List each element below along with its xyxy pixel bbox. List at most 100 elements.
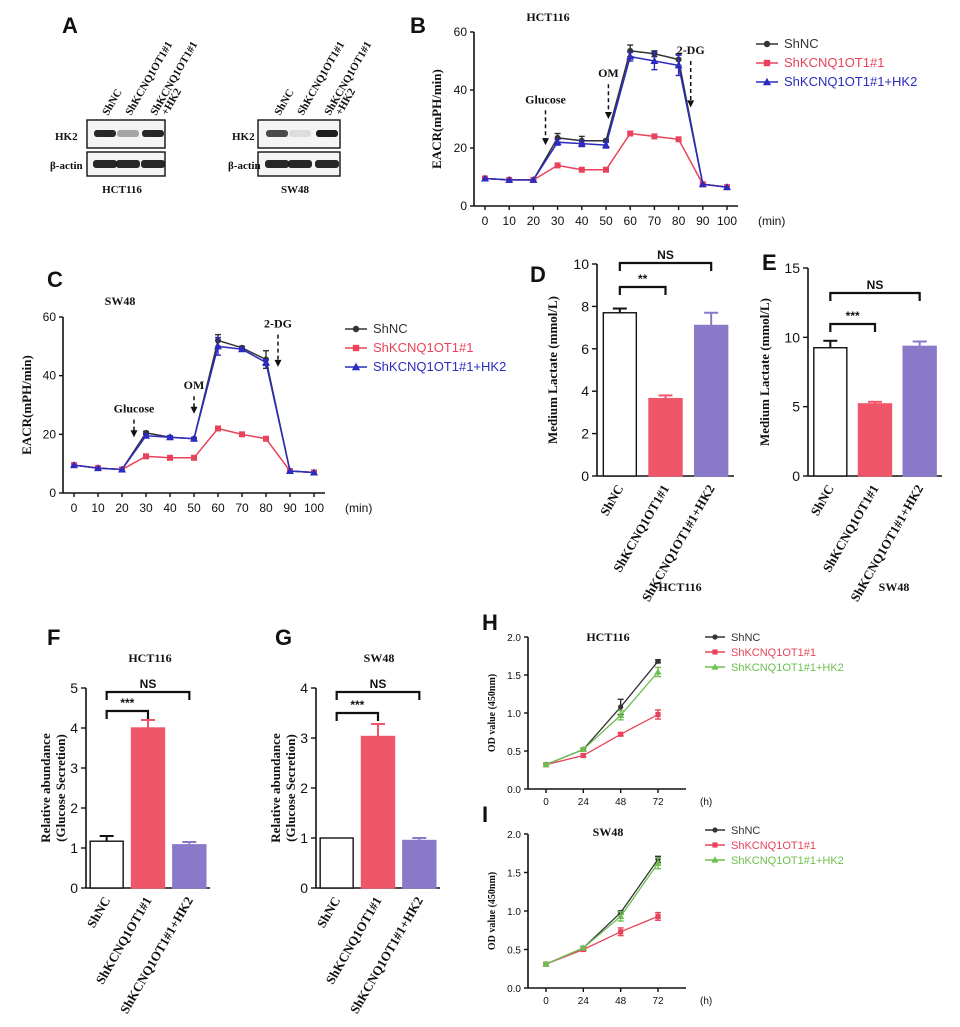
data-point — [654, 859, 662, 866]
legend-label: ShNC — [731, 632, 760, 644]
bar — [693, 324, 729, 477]
x-tick-label: 30 — [139, 501, 153, 515]
data-point — [351, 362, 361, 371]
y-tick-label: 4 — [70, 720, 78, 736]
wb-band — [116, 160, 140, 168]
data-point — [655, 913, 661, 919]
significance-label: NS — [140, 677, 157, 691]
y-tick-label: 0 — [300, 880, 308, 896]
data-point — [542, 761, 550, 768]
x-tick-label: 40 — [575, 214, 589, 228]
bar — [902, 345, 937, 477]
y-tick-label: 2 — [581, 426, 589, 442]
y-tick-label: 2 — [70, 800, 78, 816]
data-point — [712, 827, 718, 833]
y-tick-label: 15 — [784, 260, 800, 276]
data-point — [578, 166, 585, 173]
line-chart-I: 0.0 0.5 1.0 1.5 2.0 0 24 48 72 (h) OD value (450nm… — [487, 825, 844, 1007]
y-tick-label: 1.0 — [507, 709, 521, 720]
legend-label: ShKCNQ1OT1#1 — [784, 55, 884, 70]
significance-label: ** — [638, 272, 648, 286]
data-point — [577, 139, 586, 147]
y-tick-label: 0.0 — [507, 984, 521, 995]
legend-label: ShKCNQ1OT1#1+HK2 — [731, 855, 844, 867]
significance-label: *** — [350, 698, 364, 712]
bar — [857, 403, 893, 477]
annotation-arrow-head — [687, 100, 695, 108]
significance-bracket — [829, 322, 877, 332]
y-tick-label: 40 — [43, 369, 57, 383]
y-tick-label: 0 — [581, 468, 589, 484]
data-point — [698, 180, 707, 188]
data-point — [481, 174, 489, 182]
y-tick-label: 0 — [70, 880, 78, 896]
panel-label-d: D — [530, 262, 546, 287]
series-line — [545, 671, 659, 766]
legend-label: ShKCNQ1OT1#1 — [731, 840, 816, 852]
series-line — [545, 859, 659, 965]
data-point — [763, 40, 771, 48]
x-tick-label: 80 — [672, 214, 686, 228]
category-label: ShKCNQ1OT1#1+HK2 — [117, 894, 196, 1016]
bar — [402, 839, 437, 889]
bar — [130, 727, 166, 889]
western-blot-panel: ShNCShKCNQ1OT1#1ShKCNQ1OT1#1+HK2HK2β-act… — [50, 39, 374, 196]
annotation-label: OM — [598, 66, 619, 80]
y-tick-label: 2 — [300, 780, 308, 796]
annotation-arrow-head — [274, 359, 282, 367]
chart-title: SW48 — [593, 825, 624, 839]
annotation-label: 2-DG — [264, 317, 292, 331]
wb-band — [93, 160, 117, 168]
x-axis-unit: (min) — [345, 501, 372, 515]
data-point — [617, 711, 625, 718]
y-tick-label: 5 — [70, 680, 78, 696]
panel-label-f: F — [47, 625, 60, 650]
y-tick-label: 1.5 — [507, 869, 521, 880]
y-axis-label: Relative abundance(Glucose Secretion) — [38, 733, 68, 843]
wb-row-label-hk2: HK2 — [232, 131, 255, 143]
wb-band — [315, 160, 339, 168]
data-point — [286, 467, 294, 474]
significance-bracket — [105, 709, 150, 719]
chart-title: HCT116 — [586, 630, 629, 644]
data-point — [214, 342, 222, 350]
data-point — [554, 162, 561, 169]
data-point — [711, 856, 719, 863]
annotation-label: Glucose — [114, 402, 155, 416]
data-point — [352, 344, 360, 352]
category-label: ShNC — [84, 894, 114, 930]
y-tick-label: 40 — [454, 83, 468, 97]
y-axis-label: EACR(mPH/min) — [429, 69, 444, 169]
x-tick-label: 90 — [283, 501, 297, 515]
wb-row-label-actin: β-actin — [50, 160, 83, 172]
wb-band — [117, 130, 139, 137]
bar-chart-G: 0 1 2 3 4 Relative abundance(Glucose Secretio… — [268, 651, 440, 1016]
wb-band — [141, 160, 165, 168]
data-point — [238, 345, 246, 353]
wb-band — [316, 130, 338, 137]
data-point — [529, 175, 538, 183]
data-point — [143, 453, 149, 460]
data-point — [310, 468, 318, 476]
y-tick-label: 0.5 — [507, 747, 521, 758]
bar-chart-F: 0 1 2 3 4 5 Relative abundance(Glucose Secreti… — [38, 651, 210, 1016]
chart-title: SW48 — [879, 580, 910, 594]
x-tick-label: 0 — [543, 797, 549, 808]
panel-label-g: G — [275, 625, 292, 650]
data-point — [618, 929, 624, 935]
data-point — [603, 166, 609, 173]
legend-label: ShNC — [373, 321, 408, 336]
x-tick-label: 20 — [527, 214, 541, 228]
wb-band — [94, 130, 116, 137]
data-point — [627, 130, 634, 137]
annotation-arrow-head — [130, 430, 138, 438]
data-point — [190, 434, 198, 442]
panel-label-c: C — [47, 267, 63, 292]
x-tick-label: 72 — [652, 797, 664, 808]
y-tick-label: 4 — [581, 383, 589, 399]
data-point — [167, 454, 173, 461]
legend-label: ShKCNQ1OT1#1+HK2 — [784, 74, 917, 89]
series-line — [545, 660, 659, 766]
significance-bracket — [618, 261, 713, 271]
